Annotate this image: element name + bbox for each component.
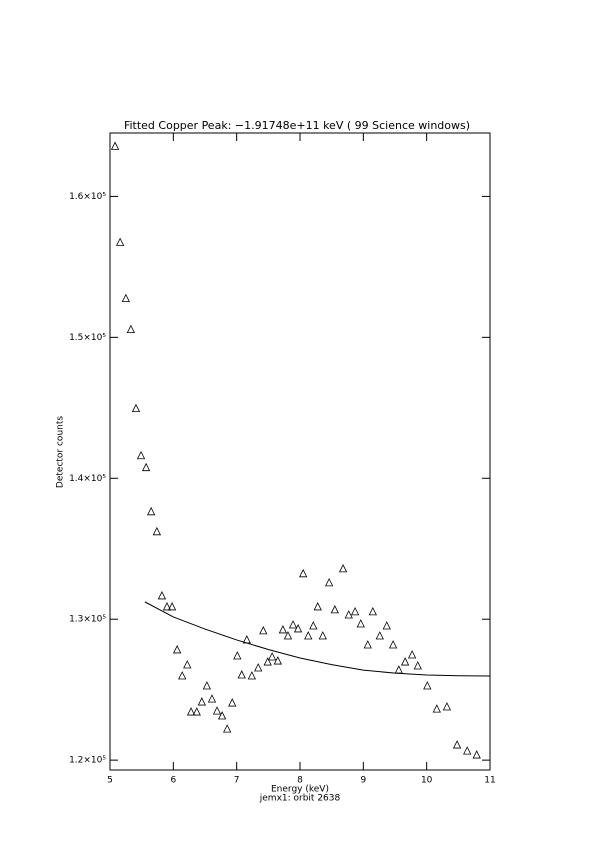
fit-line <box>144 601 491 677</box>
data-point <box>309 621 318 630</box>
data-point <box>217 711 227 720</box>
y-tick-label: 1.5×10⁵ <box>69 333 106 343</box>
x-tick-label: 5 <box>107 776 113 786</box>
data-point <box>115 237 125 246</box>
data-point <box>207 694 217 703</box>
x-tick-label: 6 <box>170 776 176 786</box>
data-point <box>283 631 293 640</box>
data-point <box>233 651 242 660</box>
y-tick-label: 1.3×10⁵ <box>69 615 106 625</box>
data-point <box>228 698 237 707</box>
data-point <box>167 602 177 611</box>
y-tick-label: 1.6×10⁵ <box>69 192 106 202</box>
data-point <box>263 657 272 666</box>
data-point <box>267 652 277 661</box>
data-point <box>313 602 322 611</box>
x-tick-label: 9 <box>360 776 366 786</box>
data-point <box>350 606 360 616</box>
data-point <box>259 626 268 635</box>
data-point <box>344 610 353 619</box>
data-point <box>330 605 339 614</box>
data-point <box>152 526 162 536</box>
data-point <box>237 670 246 679</box>
data-point <box>157 591 167 600</box>
data-point <box>147 506 156 516</box>
data-point <box>178 671 187 680</box>
data-point <box>442 702 452 711</box>
data-point <box>299 568 308 578</box>
data-point <box>278 625 288 634</box>
y-tick-label: 1.2×10⁵ <box>69 756 106 766</box>
data-point <box>363 640 372 649</box>
data-point <box>382 621 391 630</box>
data-point <box>197 697 206 706</box>
data-point <box>247 671 257 680</box>
x-tick-label: 10 <box>421 776 433 786</box>
data-point <box>186 707 196 716</box>
x-tick-label: 7 <box>234 776 240 786</box>
data-point <box>318 631 327 640</box>
data-point <box>400 657 410 666</box>
data-point <box>368 606 377 616</box>
data-point <box>432 704 441 713</box>
subtitle: jemx1: orbit 2638 <box>259 794 341 804</box>
y-axis-label: Detector counts <box>56 416 66 488</box>
data-point <box>472 750 481 759</box>
data-point <box>192 707 201 716</box>
x-tick-label: 8 <box>297 776 303 786</box>
data-point <box>407 650 417 659</box>
data-point <box>388 640 398 649</box>
data-point <box>338 563 348 573</box>
y-tick-label: 1.4×10⁵ <box>69 474 106 484</box>
data-point <box>183 660 192 669</box>
data-point <box>110 141 120 150</box>
chart-title: Fitted Copper Peak: −1.91748e+11 keV ( 9… <box>124 119 470 132</box>
data-point <box>162 602 172 611</box>
data-point <box>202 681 212 690</box>
data-point <box>223 724 232 733</box>
data-point <box>375 631 384 640</box>
data-point <box>324 577 334 587</box>
data-point <box>126 324 136 333</box>
data-point <box>463 746 472 755</box>
data-point <box>293 624 303 633</box>
data-point <box>288 620 298 629</box>
data-point <box>273 656 282 665</box>
data-point <box>121 293 130 302</box>
data-point <box>356 619 365 628</box>
data-point <box>131 403 141 413</box>
data-point <box>423 681 432 690</box>
data-point <box>172 645 182 654</box>
x-tick-label: 11 <box>484 776 495 786</box>
x-axis-label: Energy (keV) <box>271 785 329 795</box>
data-point <box>304 631 313 640</box>
data-point <box>452 740 462 749</box>
data-point <box>141 462 151 472</box>
data-point <box>413 661 422 670</box>
data-point <box>136 450 146 460</box>
data-point <box>254 663 263 672</box>
data-point <box>212 706 222 715</box>
